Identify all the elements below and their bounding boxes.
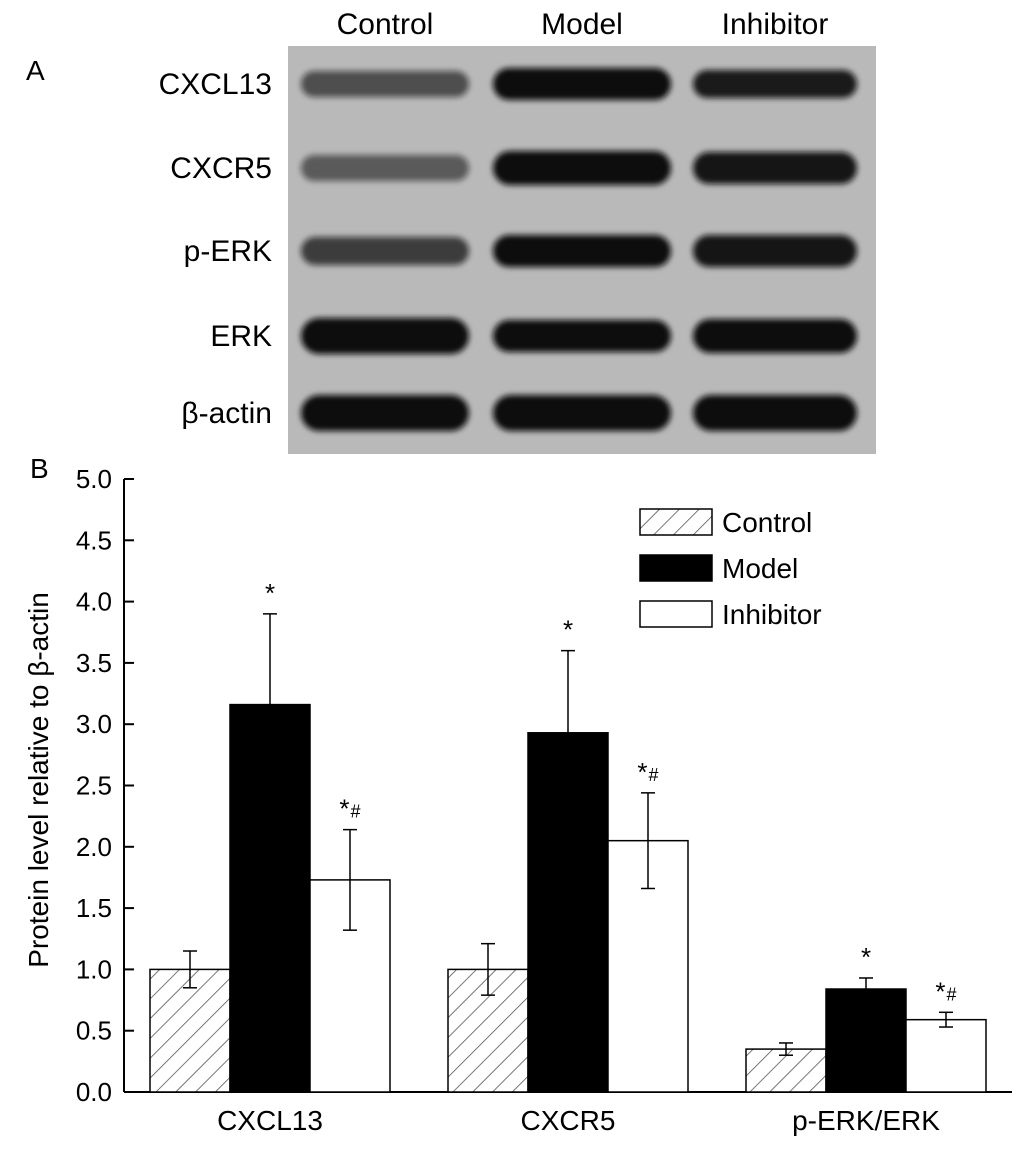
y-tick-label: 3.5 (76, 648, 112, 678)
blot-band (301, 71, 469, 97)
legend: Control Model Inhibitor (639, 507, 822, 630)
row-label: CXCL13 (159, 68, 272, 101)
legend-swatch-inhibitor (639, 600, 713, 628)
significance-mark: *# (637, 757, 658, 787)
panel-b-label: B (30, 453, 49, 484)
significance-marks: * * * *# *# *# (265, 578, 957, 1006)
significance-mark: *# (339, 794, 360, 824)
y-tick-label: 3.0 (76, 709, 112, 739)
y-tick-label: 0.0 (76, 1077, 112, 1107)
blot-band (493, 68, 671, 100)
blot-band (301, 237, 469, 265)
blot-band (301, 395, 469, 431)
blot-band (693, 395, 857, 431)
blot-band (693, 319, 857, 353)
blot-band (493, 235, 671, 267)
blot-band (301, 155, 469, 181)
panel-a-western-blot: A Control Model Inhibitor CXCL13 CXCR5 p-ERK… (26, 8, 876, 454)
y-tick-label: 5.0 (76, 464, 112, 494)
blot-band (693, 235, 857, 267)
legend-swatch-model (639, 554, 713, 582)
legend-label: Model (722, 553, 798, 584)
panel-a-label: A (26, 55, 45, 86)
y-tick-label: 4.5 (76, 525, 112, 555)
row-label: β-actin (181, 397, 272, 430)
row-labels: CXCL13 CXCR5 p-ERK ERK β-actin (159, 68, 272, 430)
lane-label: Inhibitor (722, 8, 829, 41)
x-category-label: CXCL13 (217, 1105, 323, 1136)
y-tick-label: 1.0 (76, 954, 112, 984)
blot-band (493, 320, 671, 352)
significance-mark: *# (935, 976, 956, 1006)
lane-label: Control (337, 8, 434, 41)
legend-swatch-control (639, 508, 713, 536)
x-category-label: CXCR5 (521, 1105, 616, 1136)
bar-model (825, 988, 907, 1093)
lane-label: Model (541, 8, 623, 41)
error-bars (183, 613, 953, 1056)
blot-bands (301, 68, 857, 431)
bars (149, 703, 987, 1093)
legend-label: Inhibitor (722, 599, 822, 630)
blot-band (693, 152, 857, 184)
row-label: CXCR5 (170, 152, 272, 185)
row-label: p-ERK (184, 235, 272, 268)
blot-band (693, 70, 857, 98)
y-axis-label: Protein level relative to β-actin (23, 592, 54, 968)
row-label: ERK (210, 320, 272, 353)
panel-b-bar-chart: B Protein level relative to β-actin 0.0 0… (23, 453, 1012, 1136)
blot-band (301, 318, 469, 354)
blot-band (493, 151, 671, 185)
lane-labels: Control Model Inhibitor (337, 8, 829, 41)
y-tick-label: 2.0 (76, 832, 112, 862)
bar-control (149, 968, 231, 1093)
y-tick-label: 0.5 (76, 1016, 112, 1046)
significance-mark: * (861, 942, 871, 972)
significance-mark: * (563, 615, 573, 645)
y-tick-label: 2.5 (76, 771, 112, 801)
y-tick-label: 1.5 (76, 893, 112, 923)
significance-mark: * (265, 578, 275, 608)
blot-band (493, 395, 671, 431)
x-category-label: p-ERK/ERK (792, 1105, 940, 1136)
legend-label: Control (722, 507, 812, 538)
y-tick-label: 4.0 (76, 587, 112, 617)
bar-inhibitor (905, 1018, 987, 1093)
